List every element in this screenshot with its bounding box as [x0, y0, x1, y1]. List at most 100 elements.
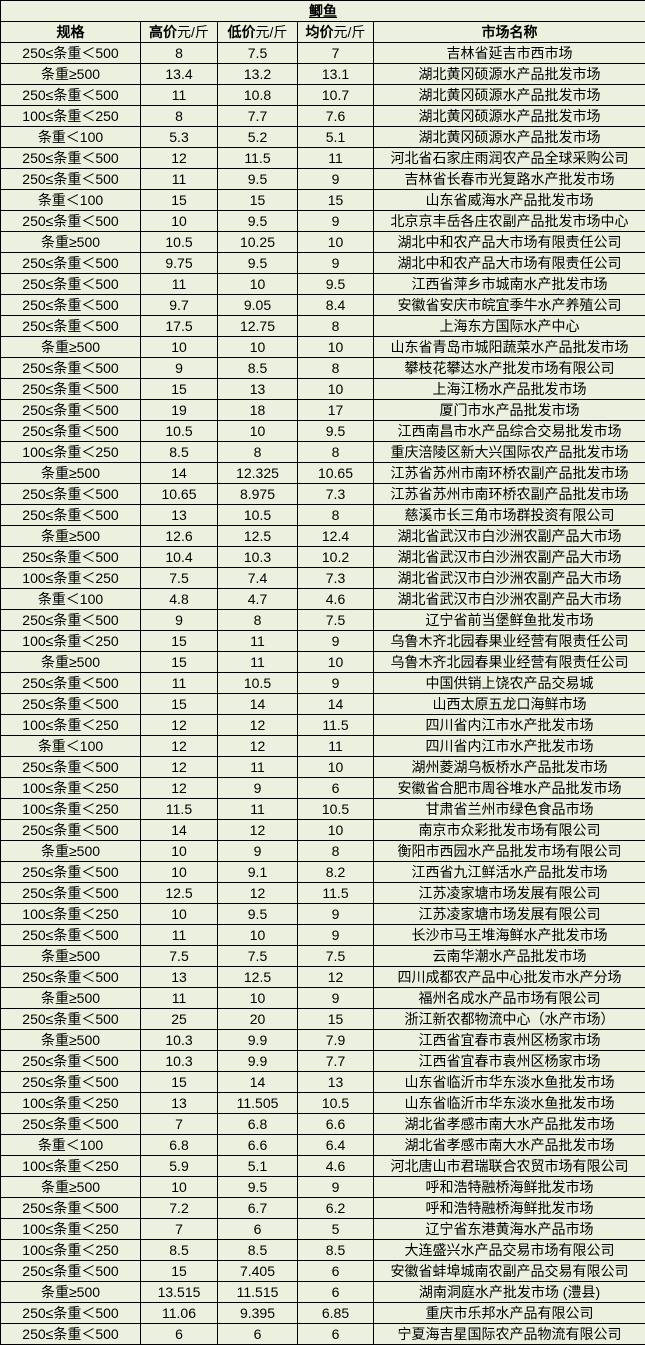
spec-cell: 100≤条重＜250 [0, 105, 141, 127]
market-name-cell: 乌鲁木齐北园春果业经营有限责任公司 [372, 630, 645, 652]
high-price-cell: 11 [140, 987, 218, 1009]
table-row: 条重≥500 10 9 8 衡阳市西园水产品批发市场有限公司 [0, 840, 645, 862]
spec-cell: 100≤条重＜250 [0, 567, 141, 589]
table-row: 250≤条重＜500 11 10.8 10.7 湖北黄冈硕源水产品批发市场 [0, 84, 645, 106]
avg-price-cell: 9 [297, 210, 374, 232]
low-price-cell: 10 [217, 924, 298, 946]
avg-price-cell: 10 [297, 231, 374, 253]
market-name-cell: 吉林省长春市光复路水产批发市场 [372, 168, 645, 190]
avg-price-cell: 8.4 [297, 294, 374, 316]
high-price-cell: 10.5 [140, 420, 218, 442]
table-row: 100≤条重＜250 10 9.5 9 江苏凌家塘市场发展有限公司 [0, 903, 645, 925]
low-price-cell: 12.5 [217, 966, 298, 988]
spec-cell: 100≤条重＜250 [0, 903, 141, 925]
col-header-avg-price: 均价元/斤 [297, 21, 374, 43]
high-price-cell: 11 [140, 924, 218, 946]
high-price-cell: 12 [140, 714, 218, 736]
avg-price-cell: 6.6 [297, 1113, 374, 1135]
avg-price-cell: 9 [297, 672, 374, 694]
table-row: 250≤条重＜500 11 10.5 9 中国供销上饶农产品交易城 [0, 672, 645, 694]
low-price-cell: 9 [217, 777, 298, 799]
avg-price-cell: 7 [297, 42, 374, 64]
spec-cell: 250≤条重＜500 [0, 1113, 141, 1135]
spec-cell: 条重≥500 [0, 462, 141, 484]
table-row: 250≤条重＜500 10 9.5 9 北京京丰岳各庄农副产品批发市场中心 [0, 210, 645, 232]
spec-cell: 条重≥500 [0, 525, 141, 547]
high-price-cell: 12 [140, 735, 218, 757]
market-name-cell: 湖州菱湖乌板桥水产品批发市场 [372, 756, 645, 778]
low-price-cell: 10 [217, 420, 298, 442]
table-row: 条重≥500 15 11 10 乌鲁木齐北园春果业经营有限责任公司 [0, 651, 645, 673]
avg-price-cell: 13.1 [297, 63, 374, 85]
spec-cell: 250≤条重＜500 [0, 84, 141, 106]
market-name-cell: 福州名成水产品市场有限公司 [372, 987, 645, 1009]
market-name-cell: 湖北省武汉市白沙洲农副产品大市场 [372, 525, 645, 547]
low-price-cell: 7.5 [217, 42, 298, 64]
table-row: 250≤条重＜500 6 6 6 宁夏海吉星国际农产品物流有限公司 [0, 1323, 645, 1345]
market-name-cell: 厦门市水产品批发市场 [372, 399, 645, 421]
low-price-cell: 5.1 [217, 1155, 298, 1177]
high-price-cell: 9.75 [140, 252, 218, 274]
avg-price-cell: 17 [297, 399, 374, 421]
low-price-cell: 9.395 [217, 1302, 298, 1324]
market-name-cell: 上海江杨水产品批发市场 [372, 378, 645, 400]
table-row: 250≤条重＜500 9.75 9.5 9 湖北中和农产品大市场有限责任公司 [0, 252, 645, 274]
high-price-cell: 11 [140, 84, 218, 106]
high-price-cell: 10.3 [140, 1029, 218, 1051]
table-row: 250≤条重＜500 12 11 10 湖州菱湖乌板桥水产品批发市场 [0, 756, 645, 778]
avg-price-cell: 5 [297, 1218, 374, 1240]
spec-cell: 250≤条重＜500 [0, 966, 141, 988]
table-row: 条重≥500 10 10 10 山东省青岛市城阳蔬菜水产品批发市场 [0, 336, 645, 358]
spec-cell: 250≤条重＜500 [0, 1260, 141, 1282]
market-name-cell: 安徽省合肥市周谷堆水产品批发市场 [372, 777, 645, 799]
low-price-cell: 9.5 [217, 252, 298, 274]
high-price-cell: 9 [140, 357, 218, 379]
avg-price-cell: 14 [297, 693, 374, 715]
low-price-cell: 6.8 [217, 1113, 298, 1135]
table-row: 250≤条重＜500 12 11.5 11 河北省石家庄雨润农产品全球采购公司 [0, 147, 645, 169]
spec-cell: 100≤条重＜250 [0, 714, 141, 736]
avg-price-cell: 9 [297, 168, 374, 190]
table-row: 100≤条重＜250 7.5 7.4 7.3 湖北省武汉市白沙洲农副产品大市场 [0, 567, 645, 589]
low-price-cell: 12 [217, 882, 298, 904]
low-price-cell: 10 [217, 273, 298, 295]
market-name-cell: 山东省临沂市华东淡水鱼批发市场 [372, 1092, 645, 1114]
low-price-cell: 8.975 [217, 483, 298, 505]
avg-price-cell: 7.3 [297, 483, 374, 505]
low-price-cell: 18 [217, 399, 298, 421]
avg-price-cell: 11 [297, 735, 374, 757]
avg-price-cell: 7.3 [297, 567, 374, 589]
table-row: 条重≥500 11 10 9 福州名成水产品市场有限公司 [0, 987, 645, 1009]
spec-cell: 条重≥500 [0, 336, 141, 358]
market-name-cell: 甘肃省兰州市绿色食品市场 [372, 798, 645, 820]
spec-cell: 条重≥500 [0, 1281, 141, 1303]
spec-cell: 条重≥500 [0, 651, 141, 673]
avg-price-cell: 4.6 [297, 1155, 374, 1177]
table-row: 250≤条重＜500 7 6.8 6.6 湖北省孝感市南大水产品批发市场 [0, 1113, 645, 1135]
avg-price-unit-label: 元/斤 [333, 24, 366, 40]
avg-price-cell: 6.85 [297, 1302, 374, 1324]
table-row: 250≤条重＜500 25 20 15 浙江新农都物流中心（水产市场） [0, 1008, 645, 1030]
high-price-unit-label: 元/斤 [177, 24, 209, 40]
spec-cell: 条重≥500 [0, 987, 141, 1009]
spec-cell: 250≤条重＜500 [0, 924, 141, 946]
avg-price-cell: 10.7 [297, 84, 374, 106]
table-row: 250≤条重＜500 15 13 10 上海江杨水产品批发市场 [0, 378, 645, 400]
high-price-cell: 11 [140, 672, 218, 694]
market-name-cell: 吉林省延吉市西市场 [372, 42, 645, 64]
spec-cell: 250≤条重＜500 [0, 756, 141, 778]
market-name-cell: 乌鲁木齐北园春果业经营有限责任公司 [372, 651, 645, 673]
high-price-cell: 15 [140, 693, 218, 715]
market-name-cell: 辽宁省前当堡鲜鱼批发市场 [372, 609, 645, 631]
low-price-cell: 10.8 [217, 84, 298, 106]
high-price-cell: 15 [140, 651, 218, 673]
high-price-cell: 10.4 [140, 546, 218, 568]
avg-price-cell: 9 [297, 630, 374, 652]
spec-cell: 250≤条重＜500 [0, 252, 141, 274]
spec-cell: 250≤条重＜500 [0, 693, 141, 715]
market-name-cell: 四川省内江市水产批发市场 [372, 714, 645, 736]
page-title: 鲫鱼 [309, 3, 337, 19]
avg-price-cell: 11 [297, 147, 374, 169]
spec-cell: 250≤条重＜500 [0, 357, 141, 379]
avg-price-cell: 7.6 [297, 105, 374, 127]
